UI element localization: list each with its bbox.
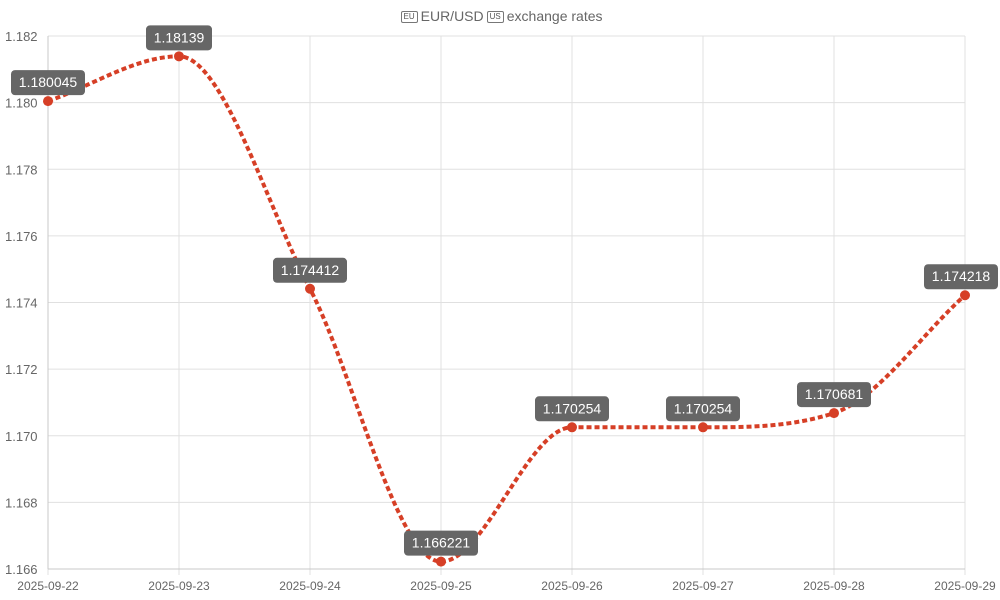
y-tick-label: 1.170 bbox=[5, 429, 38, 444]
y-tick-label: 1.176 bbox=[5, 229, 38, 244]
y-tick-label: 1.168 bbox=[5, 495, 38, 510]
data-point bbox=[829, 408, 839, 419]
data-label: 1.174412 bbox=[281, 262, 340, 278]
data-point bbox=[305, 283, 315, 294]
data-label: 1.170254 bbox=[543, 400, 602, 416]
y-tick-label: 1.166 bbox=[5, 562, 38, 577]
chart-title-text: exchange rates bbox=[506, 8, 603, 24]
x-tick-label: 2025-09-26 bbox=[541, 579, 603, 593]
data-label-box bbox=[924, 264, 998, 290]
data-label-box bbox=[797, 382, 871, 408]
data-point bbox=[698, 422, 708, 433]
chart-title: EU EUR/USD US exchange rates bbox=[0, 8, 1000, 24]
data-label: 1.18139 bbox=[154, 29, 205, 45]
series-line bbox=[47, 54, 967, 564]
x-tick-label: 2025-09-23 bbox=[148, 579, 210, 593]
y-tick-label: 1.172 bbox=[5, 362, 38, 377]
x-tick-label: 2025-09-29 bbox=[934, 579, 996, 593]
data-label: 1.174218 bbox=[932, 268, 991, 284]
y-tick-label: 1.180 bbox=[5, 96, 38, 111]
x-tick-label: 2025-09-22 bbox=[17, 579, 79, 593]
us-flag-icon: US bbox=[486, 11, 504, 23]
data-labels: 1.180045 1.18139 1.174412 1.166221 1.170254 1… bbox=[11, 25, 998, 556]
grid bbox=[47, 35, 966, 575]
x-tick-label: 2025-09-25 bbox=[410, 579, 472, 593]
data-point bbox=[567, 422, 577, 433]
data-label: 1.180045 bbox=[19, 74, 78, 90]
data-label: 1.166221 bbox=[412, 535, 471, 551]
data-label-box bbox=[11, 70, 85, 96]
data-point bbox=[43, 96, 53, 107]
data-label-box bbox=[666, 396, 740, 422]
data-label: 1.170681 bbox=[805, 386, 864, 402]
data-label: 1.170254 bbox=[674, 400, 733, 416]
data-label-box bbox=[404, 530, 478, 556]
chart-title-pair: EUR/USD bbox=[420, 8, 484, 24]
y-tick-label: 1.174 bbox=[5, 296, 38, 311]
eu-flag-icon: EU bbox=[400, 11, 418, 23]
x-tick-label: 2025-09-28 bbox=[803, 579, 865, 593]
y-tick-label: 1.182 bbox=[5, 29, 38, 44]
data-points bbox=[43, 51, 970, 567]
data-label-box bbox=[273, 257, 347, 283]
data-point bbox=[174, 51, 184, 62]
x-tick-label: 2025-09-24 bbox=[279, 579, 341, 593]
axes: 1.166 1.168 1.170 1.172 1.174 1.176 1.178 1.180… bbox=[5, 29, 996, 593]
data-point bbox=[960, 290, 970, 301]
y-tick-label: 1.178 bbox=[5, 162, 38, 177]
data-label-box bbox=[146, 25, 212, 51]
series-line-layer bbox=[47, 54, 967, 564]
data-label-box bbox=[535, 396, 609, 422]
data-point bbox=[436, 556, 446, 567]
x-tick-label: 2025-09-27 bbox=[672, 579, 734, 593]
